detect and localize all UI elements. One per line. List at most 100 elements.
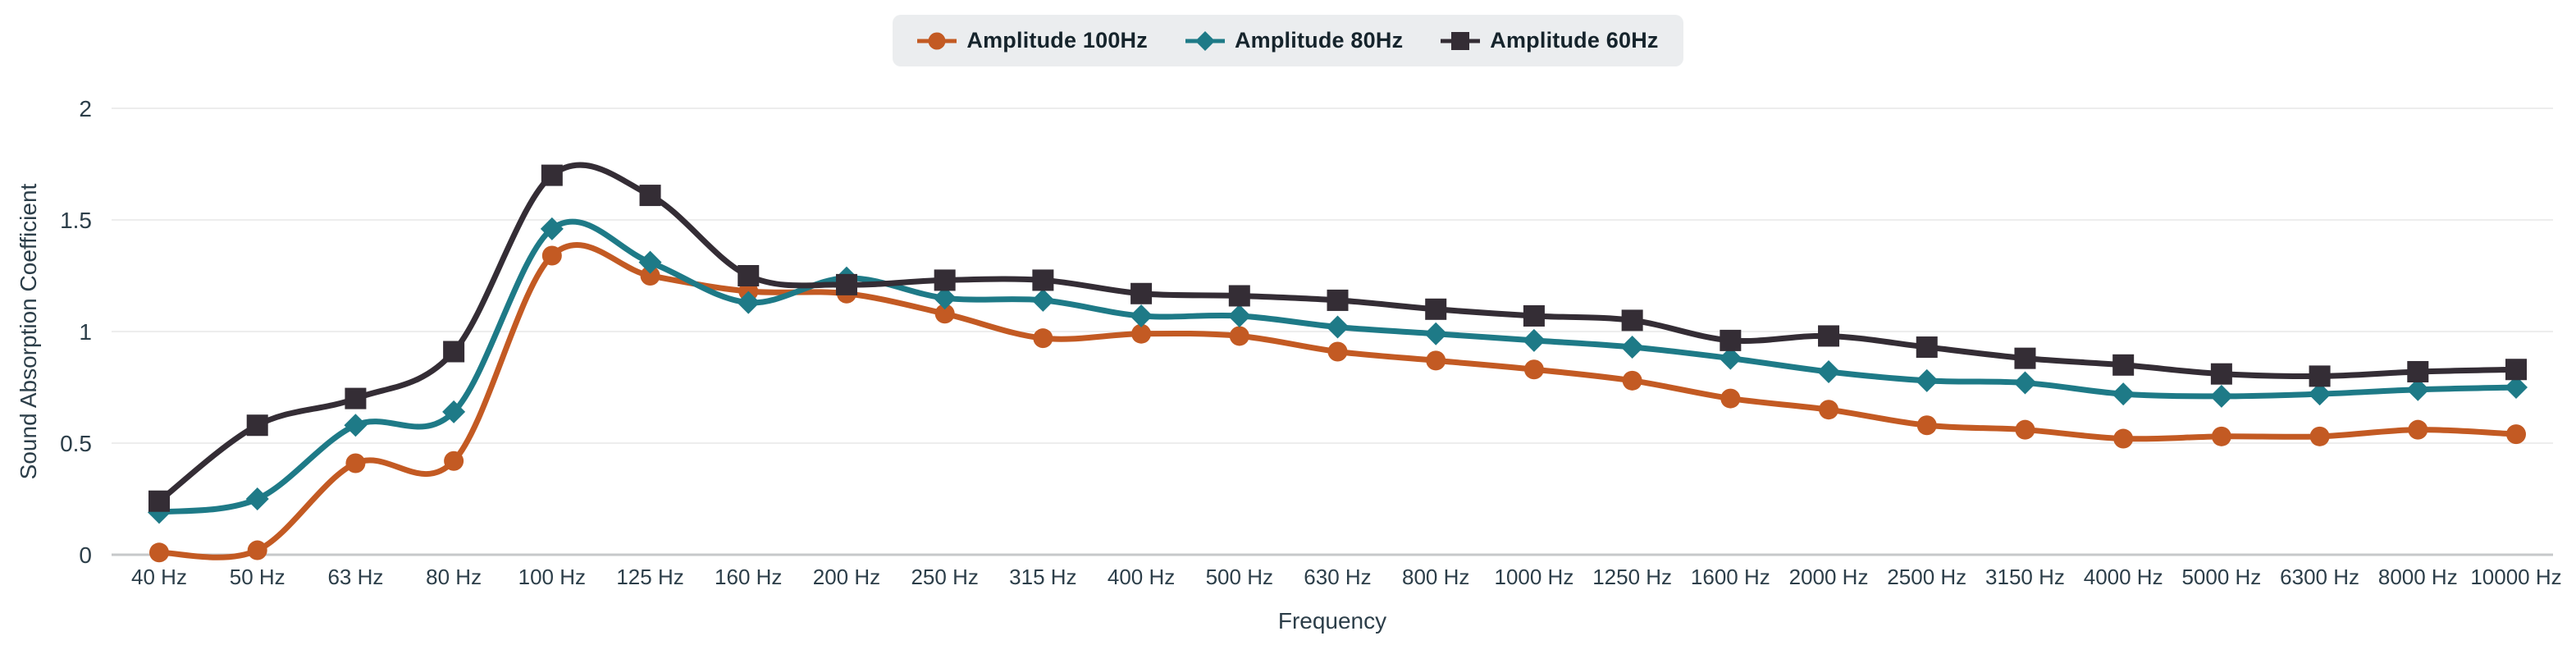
x-tick-label: 400 Hz: [1108, 565, 1175, 589]
square-data-point-marker: [1523, 304, 1545, 327]
diamond-data-point-marker: [245, 487, 269, 510]
x-axis-title: Frequency: [1278, 608, 1386, 634]
circle-data-point-marker: [541, 245, 562, 266]
circle-data-point-marker: [1720, 388, 1741, 409]
circle-data-point-marker: [1916, 415, 1937, 436]
circle-data-point-marker: [2506, 424, 2526, 445]
x-tick-label: 2500 Hz: [1887, 565, 1966, 589]
square-data-point-marker: [345, 387, 367, 409]
square-data-point-marker: [541, 164, 563, 186]
x-tick-label: 40 Hz: [131, 565, 187, 589]
series-line-amplitude-80hz: [156, 218, 2519, 515]
diamond-marker-icon: [1185, 30, 1225, 51]
x-tick-label: 50 Hz: [230, 565, 285, 589]
circle-data-point-marker: [2015, 419, 2035, 440]
legend-item-amplitude-80hz[interactable]: Amplitude 80Hz: [1185, 28, 1403, 53]
square-data-point-marker: [148, 490, 170, 512]
square-data-point-marker: [2505, 359, 2527, 381]
circle-data-point-marker: [444, 451, 464, 471]
chart-legend: Amplitude 100Hz Amplitude 80Hz Amplitude…: [0, 15, 2576, 66]
diamond-data-point-marker: [1719, 346, 1742, 370]
diamond-data-point-marker: [540, 217, 564, 240]
x-tick-label: 125 Hz: [616, 565, 683, 589]
square-data-point-marker: [1720, 329, 1742, 351]
square-data-point-marker: [2210, 363, 2232, 385]
diamond-data-point-marker: [2209, 384, 2233, 408]
circle-data-point-marker: [247, 540, 267, 560]
square-data-point-marker: [246, 414, 268, 437]
diamond-data-point-marker: [2013, 371, 2037, 395]
circle-data-point-marker: [1622, 370, 1642, 391]
diamond-data-point-marker: [2406, 377, 2430, 401]
legend-item-amplitude-60hz[interactable]: Amplitude 60Hz: [1441, 28, 1658, 53]
square-data-point-marker: [934, 269, 956, 291]
square-data-point-marker: [738, 265, 760, 286]
x-tick-label: 10000 Hz: [2470, 565, 2561, 589]
diamond-data-point-marker: [2112, 382, 2135, 406]
diamond-data-point-marker: [638, 250, 662, 274]
x-tick-label: 5000 Hz: [2181, 565, 2261, 589]
x-tick-label: 500 Hz: [1206, 565, 1273, 589]
x-tick-label: 4000 Hz: [2084, 565, 2163, 589]
square-data-point-marker: [2014, 347, 2036, 369]
square-data-point-marker: [443, 341, 465, 363]
y-tick-label: 1.5: [60, 208, 92, 233]
diamond-data-point-marker: [2308, 382, 2332, 406]
circle-data-point-marker: [1426, 350, 1446, 371]
x-tick-label: 8000 Hz: [2378, 565, 2458, 589]
x-tick-label: 63 Hz: [327, 565, 383, 589]
x-tick-label: 3150 Hz: [1985, 565, 2065, 589]
circle-marker-icon: [917, 32, 957, 49]
x-tick-label: 100 Hz: [518, 565, 586, 589]
diamond-data-point-marker: [1130, 304, 1153, 327]
square-data-point-marker: [1327, 289, 1349, 311]
y-axis-title: Sound Absorption Coefficient: [16, 183, 41, 479]
circle-data-point-marker: [345, 453, 366, 473]
y-tick-label: 0.5: [60, 431, 92, 456]
square-data-point-marker: [835, 273, 857, 295]
y-tick-label: 0: [79, 542, 92, 568]
circle-data-point-marker: [2309, 426, 2330, 446]
circle-data-point-marker: [1327, 341, 1348, 362]
circle-data-point-marker: [1523, 359, 1544, 380]
x-tick-label: 630 Hz: [1304, 565, 1371, 589]
diamond-data-point-marker: [344, 414, 368, 437]
legend-label: Amplitude 100Hz: [966, 28, 1148, 53]
square-data-point-marker: [2112, 354, 2135, 376]
circle-data-point-marker: [1033, 328, 1053, 349]
square-data-point-marker: [1425, 298, 1447, 320]
diamond-data-point-marker: [2505, 376, 2528, 399]
x-tick-label: 6300 Hz: [2280, 565, 2359, 589]
square-data-point-marker: [1916, 336, 1938, 359]
diamond-data-point-marker: [1620, 336, 1644, 359]
diamond-data-point-marker: [737, 290, 760, 314]
square-data-point-marker: [639, 185, 661, 207]
y-tick-label: 1: [79, 319, 92, 345]
square-data-point-marker: [1032, 269, 1054, 291]
diamond-data-point-marker: [1817, 359, 1841, 383]
square-data-point-marker: [1228, 285, 1250, 307]
x-tick-label: 200 Hz: [813, 565, 880, 589]
diamond-data-point-marker: [442, 400, 466, 423]
legend-item-amplitude-100hz[interactable]: Amplitude 100Hz: [917, 28, 1148, 53]
legend-label: Amplitude 80Hz: [1234, 28, 1404, 53]
circle-data-point-marker: [1229, 326, 1249, 346]
x-tick-label: 1600 Hz: [1691, 565, 1770, 589]
circle-data-point-marker: [2113, 428, 2134, 449]
x-tick-label: 315 Hz: [1009, 565, 1076, 589]
series-line-amplitude-100hz: [156, 242, 2519, 560]
square-marker-icon: [1441, 31, 1481, 50]
diamond-data-point-marker: [1031, 288, 1055, 312]
circle-data-point-marker: [2211, 426, 2231, 446]
legend-box: Amplitude 100Hz Amplitude 80Hz Amplitude…: [893, 15, 1683, 66]
square-data-point-marker: [1621, 309, 1643, 332]
circle-data-point-marker: [640, 266, 660, 286]
square-data-point-marker: [1130, 282, 1153, 304]
circle-data-point-marker: [1131, 323, 1152, 344]
x-tick-label: 250 Hz: [911, 565, 978, 589]
x-tick-label: 1000 Hz: [1494, 565, 1573, 589]
circle-data-point-marker: [2408, 419, 2428, 440]
legend-label: Amplitude 60Hz: [1490, 28, 1659, 53]
